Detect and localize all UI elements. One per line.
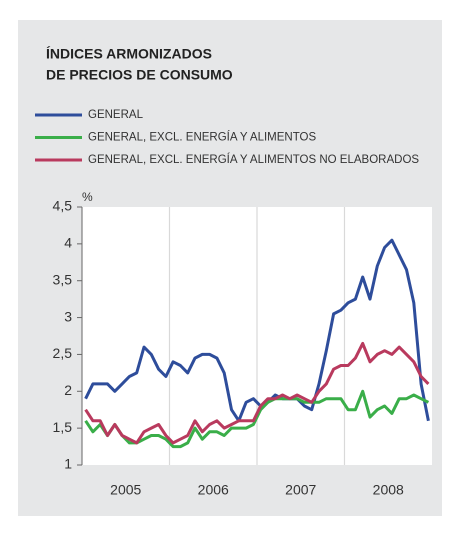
series-line	[84, 238, 430, 423]
legend-label: GENERAL	[88, 109, 144, 121]
y-tick-label: 4,5	[53, 198, 73, 214]
x-tick-label: 2007	[285, 482, 316, 498]
y-tick-label: 2,5	[53, 345, 73, 361]
x-tick-label: 2006	[198, 482, 229, 498]
series-line	[84, 389, 430, 449]
y-tick-label: 2	[64, 382, 72, 398]
chart-subtitle: DE PRECIOS DE CONSUMO	[46, 67, 233, 83]
y-tick-label: 3,5	[53, 271, 73, 287]
y-tick-label: 3	[64, 308, 72, 324]
legend-label: GENERAL, EXCL. ENERGÍA Y ALIMENTOS NO EL…	[88, 153, 419, 166]
y-axis-label: %	[82, 190, 93, 204]
x-tick-label: 2005	[110, 482, 141, 498]
x-tick-label: 2008	[373, 482, 404, 498]
series-line	[84, 341, 430, 445]
y-tick-label: 1,5	[53, 419, 73, 435]
chart-title: ÍNDICES ARMONIZADOS	[46, 46, 212, 62]
y-tick-label: 4	[64, 235, 72, 251]
legend-label: GENERAL, EXCL. ENERGÍA Y ALIMENTOS	[88, 131, 316, 144]
y-tick-label: 1	[64, 456, 72, 472]
